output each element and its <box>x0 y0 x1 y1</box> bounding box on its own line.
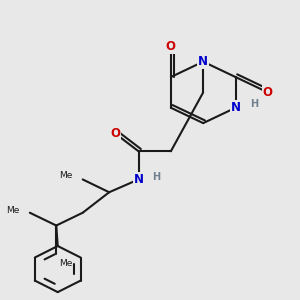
Text: Me: Me <box>59 259 73 268</box>
Text: H: H <box>250 99 259 109</box>
Text: N: N <box>134 173 143 186</box>
Text: H: H <box>152 172 160 182</box>
Text: O: O <box>110 127 120 140</box>
Text: O: O <box>166 40 176 53</box>
Text: Me: Me <box>6 206 20 215</box>
Text: N: N <box>230 101 241 114</box>
Text: Me: Me <box>59 171 72 180</box>
Text: N: N <box>198 55 208 68</box>
Text: O: O <box>263 86 273 99</box>
